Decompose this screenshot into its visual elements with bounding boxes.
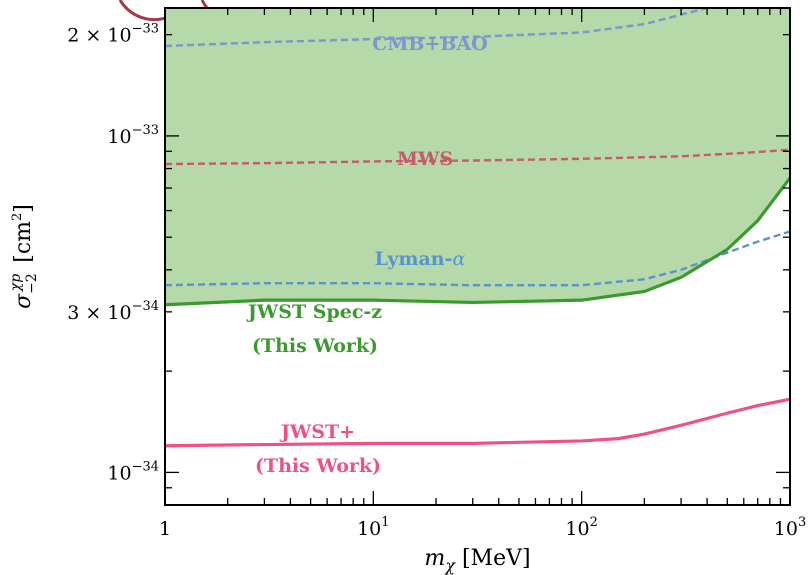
y-tick-label: 2 × 10−33 [67, 22, 159, 47]
x-tick-exp: 2 [590, 515, 598, 530]
annotation-text: JWST+ [279, 421, 355, 443]
x-tick-base: 1 [159, 518, 171, 540]
x-tick-exp: 1 [381, 515, 389, 530]
y-tick-exp: −33 [132, 123, 159, 138]
y-title-unit: [cm [11, 221, 36, 270]
series-line-3 [165, 177, 790, 307]
y-tick-mant: 10 [107, 126, 131, 148]
annotation-3: JWST Spec-z [246, 301, 382, 323]
y-tick-mant: 2 × 10 [67, 25, 131, 47]
x-tick-label: 1 [159, 518, 171, 540]
x-tick-label: 103 [774, 515, 806, 540]
annotation-1: MWS [397, 148, 453, 170]
y-tick-label: 3 × 10−34 [67, 299, 159, 324]
x-tick-label: 102 [565, 515, 597, 540]
x-tick-exp: 3 [798, 515, 806, 530]
y-tick-label: 10−34 [107, 459, 159, 484]
annotation-2: Lyman-α [375, 248, 466, 270]
annotation-4-line2: (This Work) [255, 455, 381, 477]
y-title-unit-close: ] [11, 204, 36, 213]
annotation-4: JWST+ [279, 421, 355, 443]
x-tick-base: 10 [357, 518, 381, 540]
plot-frame [164, 7, 791, 506]
y-title-sub: −2 [24, 273, 40, 294]
x-title-m: m [424, 546, 445, 571]
annotation-text: MWS [397, 148, 453, 170]
series-line-4 [165, 397, 790, 448]
y-title-sigma: σ [11, 293, 36, 309]
annotation-0: CMB+BAO [372, 33, 487, 55]
excluded-region-fill [165, 8, 790, 305]
annotation-text: JWST Spec-z [246, 301, 382, 323]
annotation-suffix: α [453, 248, 466, 270]
annotation-text: CMB+BAO [372, 33, 487, 55]
x-title-chi: χ [444, 556, 456, 575]
y-title-unit-exp: 2 [10, 213, 25, 221]
x-axis-title: mχ [MeV] [424, 546, 530, 575]
y-title-sup: χp [8, 274, 24, 292]
series-line-0 [165, 8, 710, 48]
y-tick-mant: 10 [107, 462, 131, 484]
series-group [165, 8, 790, 448]
plot-area [165, 8, 790, 448]
y-tick-mant: 3 × 10 [67, 302, 131, 324]
series-line-2 [165, 230, 790, 287]
y-tick-exp: −33 [132, 22, 159, 37]
annotation-3-line2: (This Work) [252, 335, 378, 357]
y-tick-exp: −34 [132, 299, 159, 314]
y-tick-exp: −34 [132, 459, 159, 474]
x-tick-label: 101 [357, 515, 389, 540]
y-tick-label: 10−33 [107, 123, 159, 148]
x-tick-base: 10 [774, 518, 798, 540]
annotations: CMB+BAO MWS Lyman-α JWST Spec-z (This Work) J… [246, 33, 488, 477]
y-axis-title: σ−2χp [cm2] [8, 204, 40, 309]
annotation-text: Lyman- [375, 248, 453, 270]
x-tick-base: 10 [565, 518, 589, 540]
x-title-unit: [MeV] [455, 546, 531, 571]
